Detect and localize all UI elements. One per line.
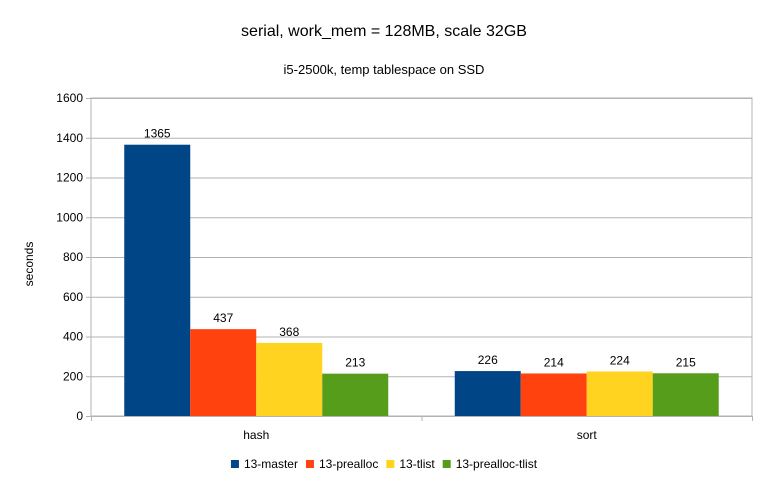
- bar: [454, 371, 521, 416]
- legend-swatch: [442, 460, 451, 468]
- data-label: 214: [544, 355, 564, 369]
- legend: 13-master 13-prealloc 13-tlist 13-prealloc-…: [230, 457, 538, 471]
- y-tick-label: 0: [76, 409, 83, 423]
- y-tick-label: 400: [63, 330, 83, 344]
- data-label: 1365: [144, 127, 171, 141]
- bar: [520, 373, 587, 416]
- data-label: 215: [676, 355, 696, 369]
- y-axis-label: seconds: [22, 242, 36, 287]
- y-tick-label: 1600: [56, 91, 83, 105]
- bar: [586, 371, 653, 416]
- bar: [322, 373, 389, 416]
- bar: [652, 373, 719, 416]
- y-tick-label: 1200: [56, 171, 83, 185]
- chart-subtitle: i5-2500k, temp tablespace on SSD: [284, 62, 485, 77]
- legend-swatch: [386, 460, 395, 468]
- bars: 1365 437 368 213 226 214 224 215: [124, 127, 719, 417]
- bar: [124, 144, 191, 417]
- legend-label: 13-prealloc: [319, 457, 378, 471]
- legend-item: 13-master: [230, 457, 298, 471]
- legend-swatch: [230, 460, 239, 468]
- data-label: 226: [478, 353, 498, 367]
- legend-item: 13-prealloc-tlist: [442, 457, 538, 471]
- y-tick-label: 200: [63, 369, 83, 383]
- legend-label: 13-prealloc-tlist: [456, 457, 538, 471]
- y-tick-label: 1000: [56, 210, 83, 224]
- y-tick-label: 600: [63, 290, 83, 304]
- legend-item: 13-prealloc: [305, 457, 378, 471]
- legend-item: 13-tlist: [386, 457, 435, 471]
- data-label: 368: [279, 325, 299, 339]
- y-tick-label: 800: [63, 250, 83, 264]
- legend-label: 13-tlist: [399, 457, 435, 471]
- data-label: 437: [213, 311, 233, 325]
- legend-swatch: [305, 460, 314, 468]
- x-tick-label: hash: [243, 428, 269, 442]
- axes: 0 200 400 600 800 1000 1200 1400 1600 hash sort: [56, 91, 753, 442]
- data-label: 213: [345, 356, 365, 370]
- chart-title: serial, work_mem = 128MB, scale 32GB: [241, 23, 527, 40]
- x-tick-label: sort: [577, 428, 598, 442]
- legend-label: 13-master: [244, 457, 298, 471]
- bar: [256, 342, 323, 416]
- bar: [190, 329, 257, 416]
- data-label: 224: [610, 353, 630, 367]
- y-tick-label: 1400: [56, 131, 83, 145]
